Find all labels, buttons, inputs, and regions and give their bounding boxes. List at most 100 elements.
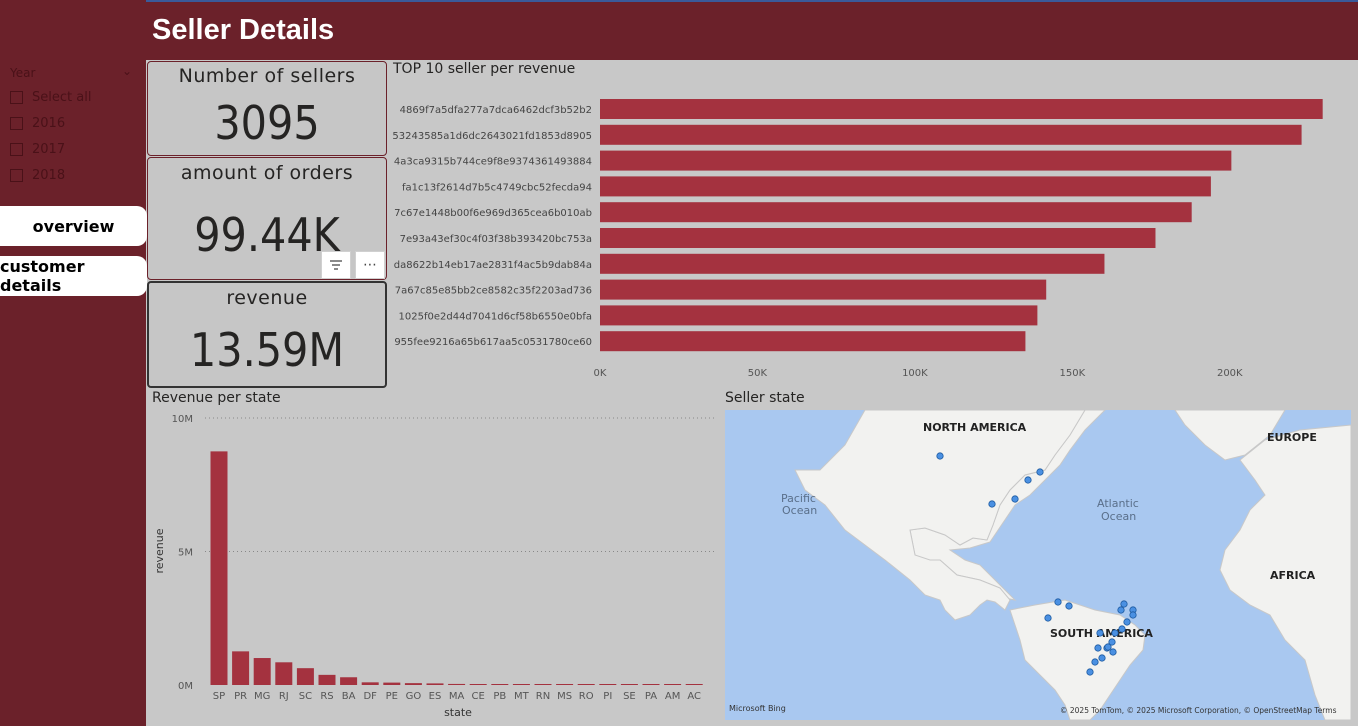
state-revenue-bar [253,658,271,685]
state-revenue-bar [577,684,595,685]
y-axis-title: revenue [153,528,166,573]
state-tick-label: RJ [279,691,289,702]
slicer-item-label: Select all [32,89,92,105]
seller-location-dots[interactable] [936,452,1137,676]
state-revenue-bar [556,684,574,685]
filter-icon[interactable] [321,251,351,279]
state-tick-label: DF [363,691,377,702]
checkbox-icon[interactable] [10,142,23,156]
checkbox-icon[interactable] [10,90,23,104]
state-tick-label: BA [342,691,356,702]
seller-id-label: 955fee9216a65b617aa5c0531780ce60 [394,337,592,348]
state-revenue-bar [340,677,358,685]
map-canvas[interactable]: NORTH AMERICA SOUTH AMERICA EUROPE AFRIC… [725,410,1351,720]
seller-location-dot [1123,618,1131,626]
seller-revenue-bar [600,150,1232,171]
seller-state-map[interactable]: NORTH AMERICA SOUTH AMERICA EUROPE AFRIC… [725,410,1351,720]
seller-location-dot [1117,606,1125,614]
state-tick-label: AC [687,691,701,702]
slicer-item-label: 2016 [32,115,66,131]
state-revenue-bar [361,682,379,685]
slicer-item-select-all[interactable]: Select all [10,89,91,105]
checkbox-icon[interactable] [10,116,23,130]
map-label-africa: AFRICA [1270,569,1316,582]
state-revenue-bar [599,684,617,685]
sellers-card[interactable]: Number of sellers 3095 [147,61,387,156]
state-revenue-bar [620,684,638,685]
state-revenue-bar [232,651,250,685]
state-tick-label: PR [234,691,247,702]
map-label-north-america: NORTH AMERICA [923,421,1027,434]
top-sellers-title: TOP 10 seller per revenue [393,61,576,77]
state-tick-label: SC [299,691,312,702]
card-value: 13.59M [189,323,345,377]
state-tick-label: AM [665,691,680,702]
y-tick-label: 5M [178,548,193,559]
seller-location-dot [1108,638,1116,646]
seller-location-dot [1118,625,1126,633]
state-tick-label: MG [254,691,270,702]
state-tick-label: RO [579,691,594,702]
map-label-pacific: Pacific [781,492,816,505]
state-tick-label: SE [623,691,636,702]
card-value: 99.44K [194,208,340,262]
seller-location-dot [988,500,996,508]
state-tick-label: PB [493,691,506,702]
seller-location-dot [1044,614,1052,622]
x-tick-label: 200K [1217,368,1243,379]
state-revenue-bar [512,684,530,685]
revenue-card[interactable]: revenue 13.59M [147,281,387,388]
seller-id-label: 7c67e1448b00f6e969d365cea6b010ab [394,208,592,219]
europe-africa-land [1219,424,1351,720]
state-tick-label: ES [429,691,442,702]
x-tick-label: 150K [1060,368,1086,379]
state-tick-label: MA [449,691,465,702]
map-title: Seller state [725,390,805,406]
state-tick-label: SP [213,691,225,702]
map-label-europe: EUROPE [1267,431,1317,444]
state-tick-label: CE [472,691,485,702]
seller-location-dot [936,452,944,460]
state-tick-label: PE [386,691,398,702]
seller-location-dot [1111,629,1119,637]
customer-details-button[interactable]: customer details [0,256,147,296]
state-revenue-bar [318,674,336,685]
y-tick-label: 10M [172,414,193,425]
seller-location-dot [1104,643,1112,651]
map-label-pacific: Ocean [782,504,817,517]
seller-location-dot [1011,495,1019,503]
state-tick-label: MS [557,691,572,702]
card-label: Number of sellers [178,65,356,87]
seller-revenue-bar [600,99,1323,119]
slicer-item-2017[interactable]: 2017 [10,141,65,157]
state-revenue-bar [296,668,314,685]
south-america-land [1009,599,1146,720]
seller-location-dot [1054,598,1062,606]
state-tick-label: PI [603,691,612,702]
x-axis-title: state [444,706,472,719]
seller-id-label: 53243585a1d6dc2643021fd1853d8905 [392,131,592,142]
state-tick-label: PA [645,691,657,702]
state-revenue-bar [210,451,228,685]
seller-revenue-bar [600,253,1105,274]
page-title: Seller Details [152,14,335,46]
orders-card[interactable]: amount of orders 99.44K [147,157,387,280]
seller-revenue-bar [600,202,1192,223]
overview-button[interactable]: overview [0,206,147,246]
state-tick-label: RN [536,691,550,702]
chevron-down-icon[interactable]: ⌄ [122,64,133,78]
state-revenue-bar [383,682,401,685]
x-tick-label: 100K [902,368,928,379]
slicer-item-2018[interactable]: 2018 [10,167,65,183]
map-attribution[interactable]: © 2025 TomTom, © 2025 Microsoft Corporat… [1060,706,1337,715]
slicer-item-2016[interactable]: 2016 [10,115,65,131]
more-options-icon[interactable]: ⋯ [355,251,385,279]
state-revenue-bar [469,684,487,685]
checkbox-icon[interactable] [10,168,23,182]
seller-id-label: 1025f0e2d44d7041d6cf58b6550e0bfa [399,311,592,322]
sidebar: Year ⌄ Select all 2016 2017 2018 overvie… [0,0,147,726]
slicer-item-label: 2017 [32,141,66,157]
state-revenue-bar [642,684,660,685]
seller-id-label: da8622b14eb17ae2831f4ac5b9dab84a [394,260,592,271]
state-revenue-bar [404,683,422,685]
